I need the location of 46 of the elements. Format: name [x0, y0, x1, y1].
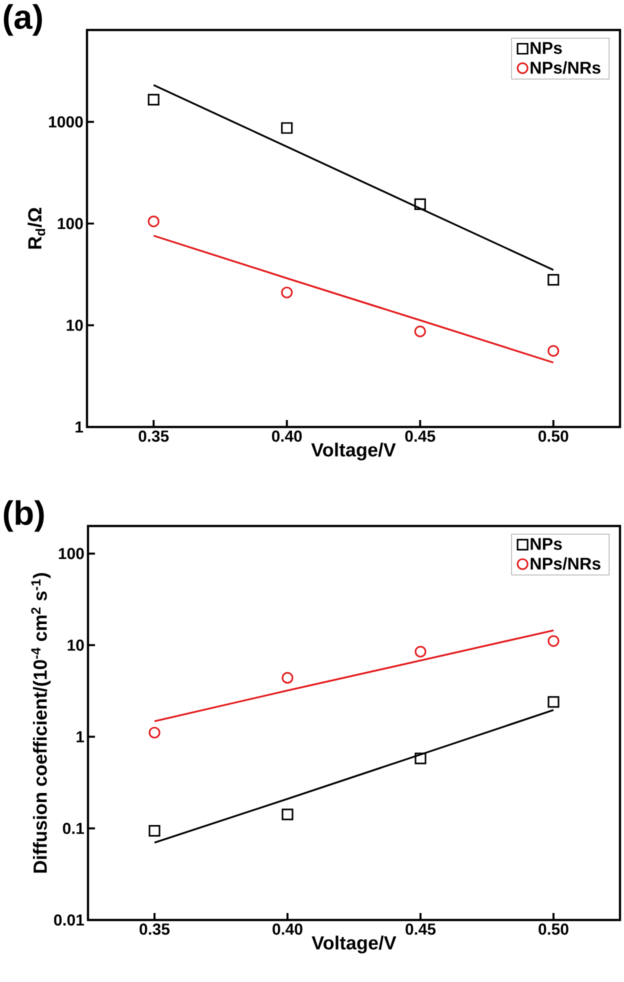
- x-tick-label: 0.40: [272, 924, 302, 935]
- point: [548, 345, 560, 357]
- x-tick-label: 0.50: [538, 924, 568, 935]
- point: [282, 808, 294, 820]
- legend-label: NPs/NRs: [530, 61, 600, 74]
- x-tick-label: 0.45: [405, 430, 436, 442]
- point: [148, 94, 160, 106]
- y-tick-label: 1000: [49, 116, 83, 128]
- point: [282, 672, 294, 684]
- point: [414, 326, 426, 338]
- y-tick-label: 0.1: [62, 822, 84, 834]
- line-series: [154, 629, 554, 722]
- legend-label: NPs: [530, 42, 562, 54]
- y-tick-label: 100: [58, 548, 84, 560]
- text: (b): [4, 500, 44, 532]
- x-tick-label: 0.50: [538, 430, 568, 442]
- point: [548, 696, 560, 708]
- point: [548, 635, 560, 647]
- x-tick-label: 0.35: [140, 924, 170, 935]
- y-tick-label: 0.01: [54, 914, 84, 926]
- y-axis-title: R$_{d}$/Ω: [28, 208, 46, 249]
- line-series: [152, 234, 554, 364]
- y-tick-label: 10: [66, 320, 83, 331]
- y-tick-label: 1: [76, 422, 84, 432]
- x-tick-label: 0.45: [406, 924, 436, 935]
- point: [148, 216, 160, 228]
- legend-label: NPs/NRs: [530, 557, 600, 570]
- y-tick-label: 10: [68, 640, 84, 651]
- x-axis-title: Voltage/V: [311, 442, 396, 460]
- x-axis-title: Voltage/V: [312, 936, 396, 954]
- point: [548, 274, 560, 286]
- point: [414, 646, 426, 658]
- point: [281, 286, 293, 298]
- legend-label: NPs: [530, 538, 562, 550]
- y-tick-label: 100: [58, 218, 83, 230]
- y-tick-label: 1: [76, 731, 84, 742]
- x-tick-label: 0.40: [272, 430, 302, 442]
- text: (a): [4, 4, 42, 36]
- point: [148, 726, 160, 738]
- line-series: [152, 84, 554, 271]
- point: [281, 122, 293, 134]
- x-tick-label: 0.35: [138, 430, 169, 442]
- point: [148, 825, 160, 837]
- point: [414, 752, 426, 764]
- y-axis-title: Diffusion coefficient/(10$^{-4}$ cm$^{2}$ s$^{-1}$): [31, 573, 51, 873]
- point: [414, 198, 426, 210]
